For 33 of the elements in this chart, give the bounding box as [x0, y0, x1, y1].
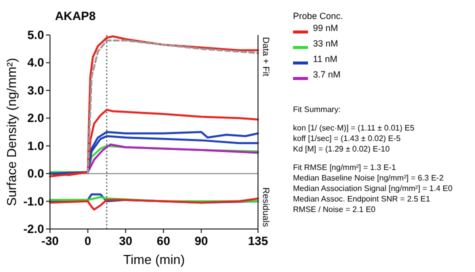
legend-label: 33 nM [313, 38, 338, 48]
y-tick-label: -2.0 [23, 222, 44, 236]
text: Fit Summary: [293, 105, 341, 114]
x-tick-label: 0 [84, 234, 92, 248]
y-tick-label: 2.0 [27, 111, 44, 126]
x-tick-label: 60 [156, 234, 170, 248]
y-tick-label: 4.0 [27, 56, 44, 70]
legend-label: 99 nM [313, 23, 338, 33]
text: Median Baseline Noise [ng/mm²] = 6.3 E-2 [293, 174, 444, 182]
y-tick-label: 5.0 [27, 28, 44, 42]
text: Residuals [261, 187, 271, 228]
text: Median Association Signal [ng/mm²] = 1.4 E0 [293, 184, 453, 193]
chart-title: AKAP8 [55, 9, 96, 23]
y-tick-label: 3.0 [27, 83, 44, 98]
x-tick-label: 135 [248, 234, 268, 248]
text: Kd [M] = (1.29 ± 0.02) E-10 [293, 144, 390, 154]
x-tick-label: 90 [194, 234, 208, 248]
x-tick-label: -30 [41, 234, 59, 248]
x-tick-label: 30 [118, 234, 133, 248]
y-tick-label: 1.0 [27, 138, 44, 153]
x-axis-title: Time (min) [123, 252, 185, 267]
text: Data + Fit [261, 37, 271, 77]
text: kon [1/ (sec·M)] = (1.11 ± 0.01) E5 [293, 124, 415, 132]
text: RMSE / Noise = 2.1 E0 [293, 205, 376, 214]
text: Median Assoc. Endpoint SNR = 2.5 E1 [293, 194, 431, 204]
text: Fit RMSE [ng/mm²] = 1.3 E-1 [293, 163, 396, 172]
y-tick-label: 0.0 [27, 166, 44, 181]
legend-label: 3.7 nM [313, 70, 341, 80]
y-tick-label: -1.0 [23, 194, 44, 208]
legend-title: Probe Conc. [293, 11, 344, 21]
legend-label: 11 nM [313, 54, 338, 64]
y-axis-title: Surface Density (ng/mm²) [4, 58, 19, 206]
text: koff [1/sec] = (1.43 ± 0.02) E-5 [293, 134, 402, 143]
